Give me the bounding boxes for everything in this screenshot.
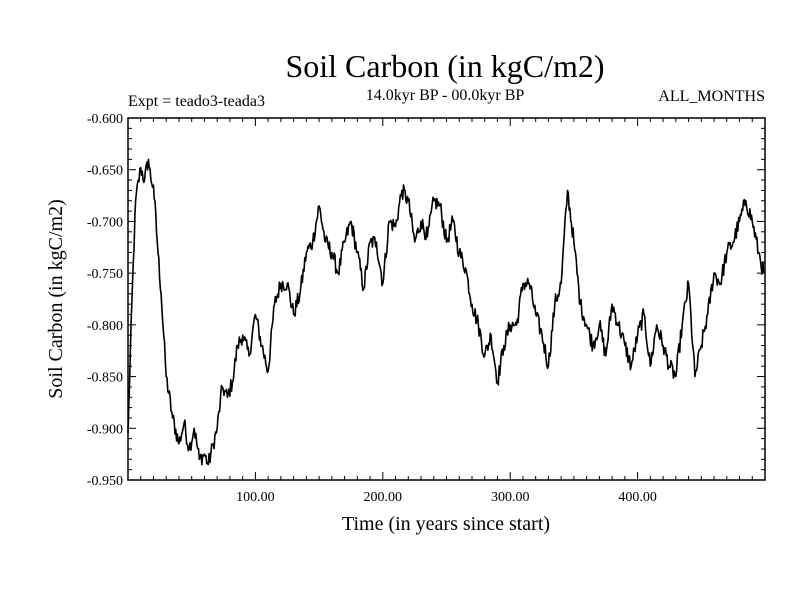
x-tick-label: 400.00 <box>618 490 657 505</box>
y-axis-ticks: -0.600 -0.650 -0.700 -0.750 -0.800 -0.850 -0.9… <box>87 112 765 489</box>
y-tick-label: -0.850 <box>87 371 123 386</box>
y-axis-label: Soil Carbon (in kgC/m2) <box>45 199 67 398</box>
x-tick-label: 300.00 <box>491 490 530 505</box>
y-tick-label: -0.600 <box>87 112 123 127</box>
period-label: 14.0kyr BP - 00.0kyr BP <box>366 87 525 104</box>
chart-title: Soil Carbon (in kgC/m2) <box>285 48 604 84</box>
y-tick-label: -0.800 <box>87 319 123 334</box>
x-tick-label: 200.00 <box>364 490 403 505</box>
x-tick-label: 100.00 <box>236 490 275 505</box>
y-tick-label: -0.900 <box>87 422 123 437</box>
y-tick-label: -0.750 <box>87 267 123 282</box>
y-tick-label: -0.650 <box>87 164 123 179</box>
plot-frame <box>127 117 766 481</box>
y-tick-label: -0.950 <box>87 474 123 489</box>
experiment-label: Expt = teado3-teada3 <box>128 93 265 110</box>
x-axis-label: Time (in years since start) <box>342 513 550 535</box>
y-tick-label: -0.700 <box>87 215 123 230</box>
x-axis-ticks: 100.00 200.00 300.00 400.00 <box>140 118 753 505</box>
months-label: ALL_MONTHS <box>658 88 765 105</box>
soil-carbon-series-line <box>127 158 765 466</box>
